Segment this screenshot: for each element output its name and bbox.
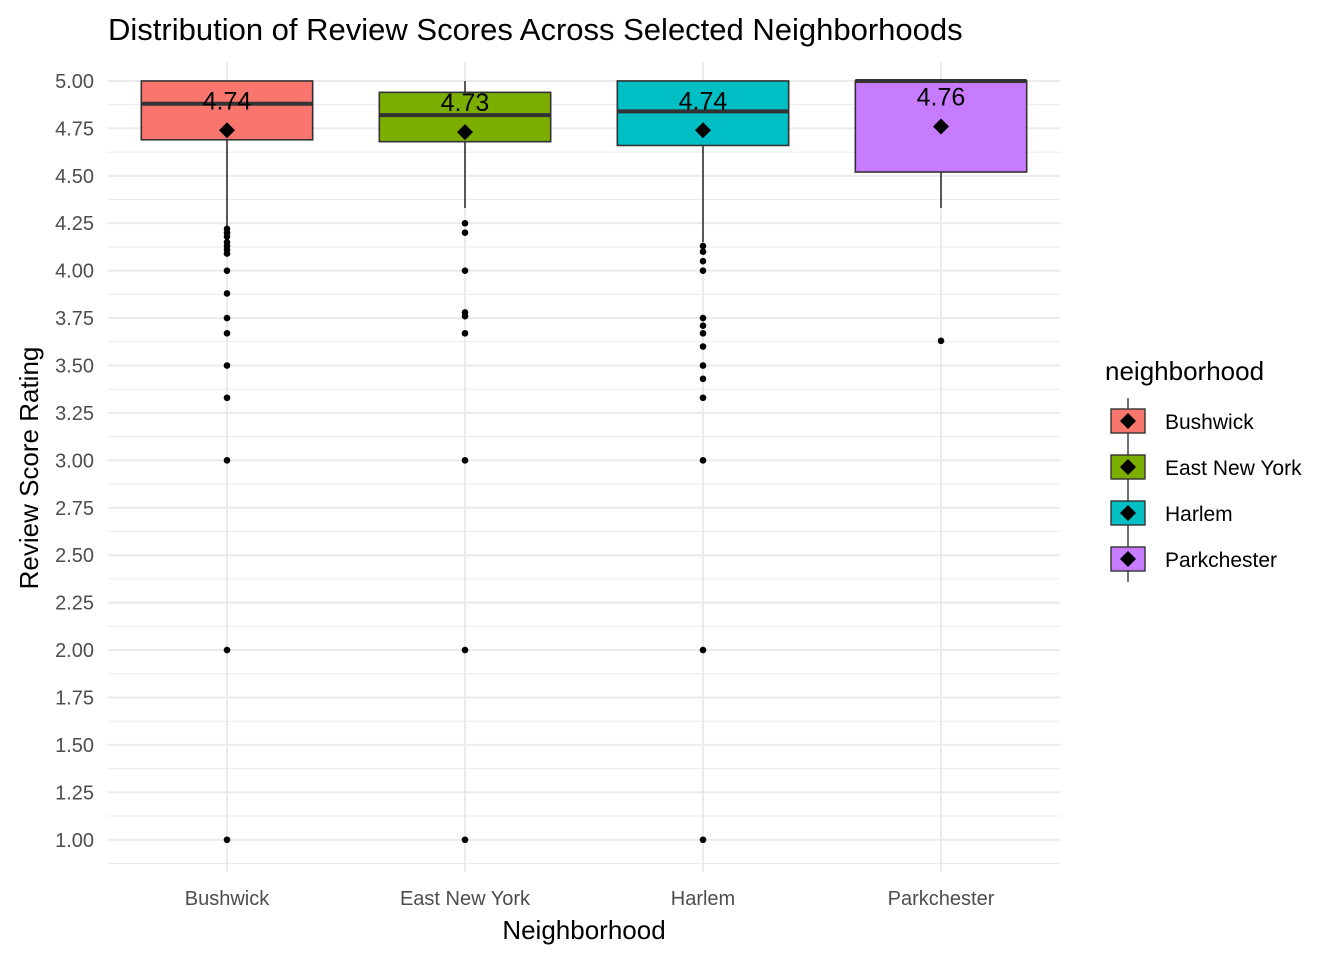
- outlier-point: [461, 646, 469, 654]
- y-tick-label: 1.25: [55, 782, 94, 804]
- y-tick-label: 1.50: [55, 735, 94, 757]
- outlier-point: [223, 250, 231, 257]
- mean-label: 4.74: [203, 87, 252, 115]
- outlier-point: [461, 329, 469, 337]
- y-tick-label: 2.50: [55, 545, 94, 567]
- y-tick-label: 1.75: [55, 687, 94, 709]
- x-tick-label: Parkchester: [888, 888, 995, 910]
- outlier-point: [223, 394, 231, 402]
- outlier-point: [699, 242, 707, 250]
- outlier-point: [223, 329, 231, 337]
- legend: neighborhood Bushwick East New York Harlem…: [1105, 356, 1302, 582]
- y-tick-label: 3.00: [55, 450, 94, 472]
- outlier-point: [699, 646, 707, 654]
- outlier-point: [699, 836, 707, 844]
- outlier-point: [699, 322, 707, 329]
- box-harlem: 4.74: [616, 80, 790, 844]
- box-parkchester: 4.76: [854, 78, 1028, 345]
- outlier-point: [461, 836, 469, 844]
- outlier-point: [699, 362, 707, 369]
- legend-label: Bushwick: [1165, 411, 1254, 434]
- y-tick-label: 2.25: [55, 593, 94, 615]
- y-tick-label: 5.00: [55, 71, 94, 93]
- y-axis-title: Review Score Rating: [14, 347, 44, 590]
- x-tick-label: Harlem: [671, 888, 735, 910]
- x-tick-label: Bushwick: [185, 888, 270, 910]
- legend-label: Parkchester: [1165, 549, 1277, 572]
- y-tick-label: 3.25: [55, 403, 94, 425]
- outlier-point: [461, 457, 469, 464]
- outlier-point: [699, 394, 707, 402]
- mean-label: 4.76: [917, 83, 966, 111]
- legend-item-harlem: Harlem: [1110, 490, 1233, 536]
- outlier-point: [699, 375, 707, 383]
- y-tick-label: 3.75: [55, 308, 94, 330]
- chart-title: Distribution of Review Scores Across Sel…: [108, 12, 963, 47]
- outlier-point: [223, 646, 231, 654]
- mean-marker: [457, 124, 473, 141]
- outlier-point: [699, 257, 707, 265]
- outlier-point: [223, 362, 231, 369]
- y-tick-label: 4.25: [55, 213, 94, 235]
- legend-label: Harlem: [1165, 503, 1233, 526]
- y-tick-label: 2.00: [55, 640, 94, 662]
- legend-item-parkchester: Parkchester: [1110, 536, 1277, 582]
- y-tick-label: 1.00: [55, 830, 94, 852]
- outlier-point: [937, 337, 945, 345]
- outlier-point: [461, 229, 469, 237]
- outlier-point: [223, 457, 231, 464]
- box-east-new-york: 4.73: [378, 80, 552, 844]
- outlier-point: [699, 248, 707, 255]
- box-series: 4.74 4.73 4.74 4.76: [140, 78, 1028, 844]
- outlier-point: [223, 836, 231, 844]
- outlier-point: [699, 457, 707, 464]
- legend-mean-marker: [1120, 459, 1136, 475]
- outlier-point: [223, 267, 231, 274]
- legend-mean-marker: [1120, 413, 1136, 429]
- x-axis-title: Neighborhood: [502, 915, 665, 945]
- y-axis-ticks: 1.00 1.25 1.50 1.75 2.00 2.25 2.50 2.75 3.00 3.25…: [55, 71, 94, 852]
- mean-marker: [933, 118, 949, 135]
- legend-mean-marker: [1120, 551, 1136, 567]
- mean-label: 4.74: [679, 87, 728, 115]
- outlier-point: [699, 314, 707, 322]
- outlier-point: [461, 219, 469, 227]
- outlier-point: [699, 329, 707, 337]
- x-tick-label: East New York: [400, 888, 531, 910]
- y-tick-label: 4.00: [55, 261, 94, 283]
- grid-lines: [108, 62, 1060, 872]
- legend-item-bushwick: Bushwick: [1110, 398, 1254, 444]
- legend-title: neighborhood: [1105, 356, 1264, 386]
- legend-mean-marker: [1120, 505, 1136, 521]
- mean-marker: [219, 122, 235, 139]
- outlier-point: [223, 233, 231, 240]
- outlier-point: [461, 312, 469, 320]
- x-axis-ticks: Bushwick East New York Harlem Parkchester: [185, 888, 995, 910]
- mean-label: 4.73: [441, 89, 490, 117]
- outlier-point: [699, 267, 707, 274]
- legend-item-east-new-york: East New York: [1110, 444, 1302, 490]
- y-tick-label: 4.50: [55, 166, 94, 188]
- outlier-point: [223, 314, 231, 322]
- y-tick-label: 2.75: [55, 498, 94, 520]
- y-tick-label: 4.75: [55, 118, 94, 140]
- outlier-point: [699, 343, 707, 350]
- y-tick-label: 3.50: [55, 356, 94, 378]
- legend-label: East New York: [1165, 457, 1302, 480]
- box-bushwick: 4.74: [140, 80, 314, 844]
- outlier-point: [223, 290, 231, 297]
- mean-marker: [695, 122, 711, 139]
- outlier-point: [461, 267, 469, 274]
